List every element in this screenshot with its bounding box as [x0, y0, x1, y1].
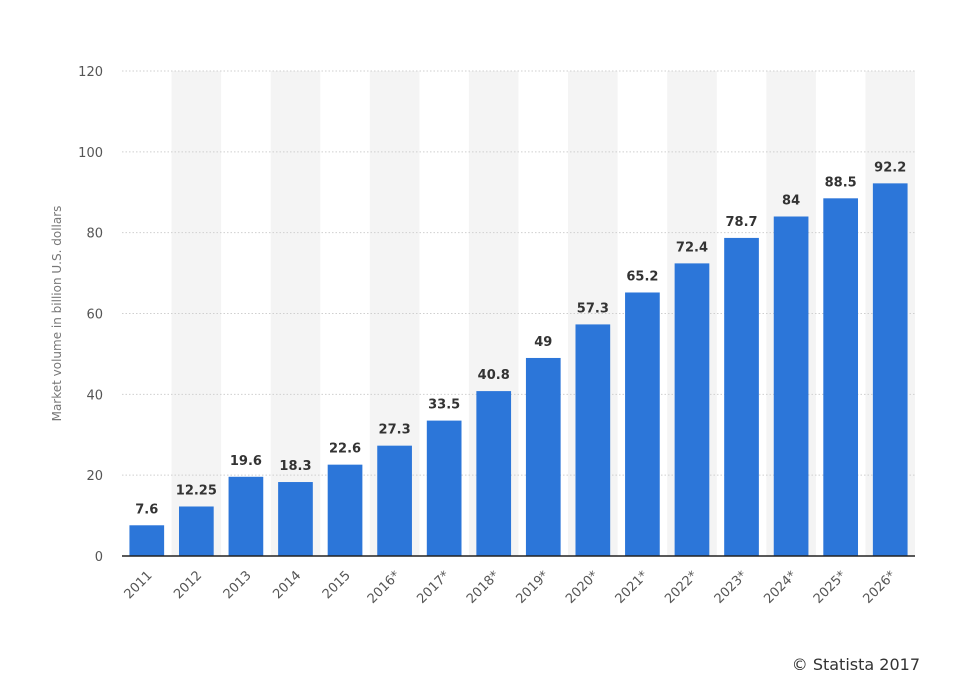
y-tick-label: 120 [78, 65, 103, 80]
y-tick-label: 0 [95, 550, 103, 565]
bar [575, 324, 611, 556]
source-credit[interactable]: © Statista 2017 [791, 655, 920, 674]
bar [327, 464, 363, 556]
bar [872, 183, 908, 556]
bar-value-label: 7.6 [135, 502, 158, 517]
bar-value-label: 19.6 [230, 454, 262, 469]
bar-value-label: 57.3 [577, 301, 609, 316]
bar [773, 216, 809, 556]
x-tick-label: 2013 [221, 568, 255, 602]
x-tick-label: 2019* [514, 568, 553, 607]
y-tick-label: 20 [86, 469, 103, 484]
bar-value-label: 72.4 [676, 240, 708, 255]
x-tick-label: 2016* [365, 568, 404, 607]
x-tick-label: 2026* [860, 568, 899, 607]
bar [674, 263, 710, 556]
bar-value-label: 27.3 [379, 423, 411, 438]
bar-value-label: 22.6 [329, 442, 361, 457]
bar [228, 476, 264, 556]
bar-value-label: 78.7 [725, 215, 757, 230]
bar-value-label: 40.8 [478, 368, 510, 383]
bar-value-label: 18.3 [279, 459, 311, 474]
bar [377, 445, 412, 556]
x-tick-label: 2022* [662, 568, 701, 607]
bar-value-label: 88.5 [825, 175, 857, 190]
y-axis-title: Market volume in billion U.S. dollars [50, 206, 64, 422]
x-tick-label: 2018* [464, 568, 503, 607]
x-tick-label: 2025* [811, 568, 850, 607]
x-tick-label: 2023* [712, 568, 751, 607]
y-tick-label: 60 [86, 308, 103, 323]
y-tick-label: 80 [86, 227, 103, 242]
x-tick-label: 2021* [613, 568, 652, 607]
x-tick-label: 2012 [171, 568, 205, 602]
bar [178, 506, 214, 556]
x-tick-label: 2015 [320, 568, 354, 602]
y-tick-label: 100 [78, 146, 103, 161]
bar [426, 420, 462, 556]
x-tick-label: 2011 [122, 568, 156, 602]
bar-value-label: 12.25 [176, 483, 217, 498]
bar-value-label: 33.5 [428, 398, 460, 413]
x-tick-label: 2024* [761, 568, 800, 607]
bar-value-label: 84 [782, 194, 800, 209]
bar-value-label: 92.2 [874, 160, 906, 175]
bar [476, 391, 512, 556]
x-tick-label: 2014 [270, 568, 304, 602]
bar [625, 292, 660, 556]
y-tick-label: 40 [86, 388, 103, 403]
bar [278, 482, 313, 556]
bar [724, 237, 759, 556]
bar [129, 525, 165, 556]
bar [525, 357, 561, 556]
bar-value-label: 49 [534, 335, 552, 350]
x-tick-label: 2017* [414, 568, 453, 607]
bar [823, 198, 859, 556]
x-tick-label: 2020* [563, 568, 602, 607]
bar-value-label: 65.2 [626, 269, 658, 284]
